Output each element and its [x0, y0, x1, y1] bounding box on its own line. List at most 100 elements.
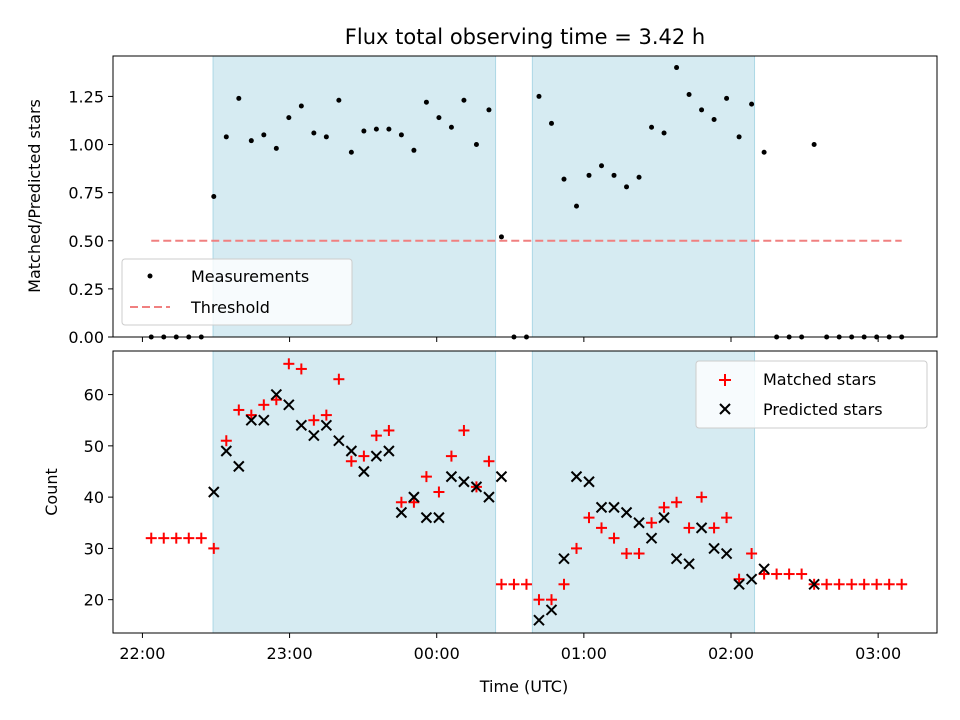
predicted-stars-point — [445, 470, 458, 483]
predicted-stars-point-b — [245, 414, 258, 426]
matched-stars-point — [846, 578, 858, 590]
matched-stars-point — [445, 450, 457, 462]
predicted-stars-point-b — [745, 573, 758, 585]
predicted-stars-point — [708, 542, 720, 555]
predicted-stars-point-b — [620, 506, 633, 519]
measurement-point — [574, 203, 579, 209]
top-y-tick-label: 0.75 — [68, 184, 104, 203]
matched-stars-point — [746, 548, 758, 560]
matched-stars-point — [395, 496, 407, 508]
measurement-point — [749, 101, 755, 107]
legend-matched-marker — [719, 374, 731, 386]
predicted-stars-point-b — [708, 542, 720, 555]
predicted-stars-point — [433, 511, 445, 524]
measurement-point — [761, 149, 767, 155]
matched-stars-point — [545, 594, 557, 606]
predicted-stars-point — [583, 476, 595, 488]
predicted-stars-point-b — [695, 522, 708, 534]
predicted-stars-point — [758, 563, 770, 575]
matched-stars-point — [308, 414, 320, 426]
measurement-point — [261, 132, 267, 138]
predicted-stars-point-b — [608, 501, 620, 514]
x-axis-label: Time (UTC) — [479, 677, 568, 696]
predicted-stars-point — [420, 511, 433, 524]
predicted-stars-point-b — [633, 517, 645, 529]
predicted-stars-point-b — [558, 552, 570, 565]
predicted-stars-point — [808, 578, 820, 590]
measurement-point — [286, 115, 292, 121]
predicted-stars-point — [495, 470, 508, 483]
matched-stars-point — [195, 532, 207, 544]
predicted-stars-point — [208, 486, 220, 498]
matched-stars-point — [295, 363, 307, 375]
measurement-point — [411, 147, 417, 153]
measurement-point — [674, 65, 680, 71]
measurement-point — [373, 126, 379, 132]
legend-measurements-label: Measurements — [191, 267, 309, 286]
matched-stars-point — [533, 594, 545, 606]
measurement-point — [736, 134, 742, 140]
predicted-stars-point — [295, 419, 308, 432]
matched-stars-point — [245, 409, 257, 421]
predicted-stars-point-b — [258, 414, 270, 426]
predicted-stars-point — [220, 445, 233, 457]
predicted-stars-point — [658, 511, 670, 524]
matched-stars-point — [633, 548, 645, 560]
predicted-stars-point — [283, 399, 295, 411]
measurement-point — [811, 142, 817, 148]
measurement-point — [498, 234, 504, 240]
bottom-x-tick-label: 01:00 — [561, 644, 607, 663]
matched-stars-point — [646, 517, 658, 529]
matched-stars-point — [208, 542, 220, 554]
matched-stars-point — [658, 501, 670, 513]
predicted-stars-point — [258, 414, 270, 426]
measurement-point — [448, 124, 454, 130]
predicted-stars-point-b — [358, 465, 370, 478]
measurement-point — [423, 99, 429, 105]
predicted-stars-point-b — [208, 486, 220, 498]
bottom-y-tick-label: 20 — [84, 591, 104, 610]
measurement-point — [561, 176, 567, 182]
bottom-x-tick-label: 22:00 — [119, 644, 165, 663]
matched-stars-point — [483, 455, 495, 467]
measurement-point — [398, 132, 404, 138]
predicted-stars-point-b — [758, 563, 770, 575]
matched-stars-point — [270, 394, 282, 406]
matched-stars-point — [258, 399, 270, 411]
measurement-point — [386, 126, 392, 132]
matched-stars-point — [333, 373, 345, 385]
predicted-stars-point — [570, 470, 583, 483]
top-y-tick-label: 1.00 — [68, 136, 104, 155]
matched-stars-point — [520, 578, 532, 590]
predicted-stars-point — [695, 522, 708, 534]
bottom-legend-box — [695, 360, 928, 429]
measurement-point — [486, 107, 492, 113]
chart-title: Flux total observing time = 3.42 h — [345, 25, 705, 49]
bottom-x-tick-label: 02:00 — [708, 644, 754, 663]
predicted-stars-point — [720, 547, 733, 560]
top-y-tick-label: 0.00 — [68, 328, 104, 347]
top-shaded-interval — [531, 55, 756, 338]
predicted-stars-point-b — [733, 578, 745, 590]
measurement-point — [473, 142, 479, 148]
matched-stars-point — [158, 532, 170, 544]
matched-stars-point — [621, 548, 633, 560]
measurement-point — [624, 184, 630, 190]
legend-predicted-label: Predicted stars — [763, 400, 883, 419]
measurement-point — [586, 172, 592, 178]
matched-stars-point — [796, 568, 808, 580]
matched-stars-point — [758, 568, 770, 580]
predicted-stars-point-b — [458, 476, 470, 488]
predicted-stars-point — [558, 552, 570, 565]
predicted-stars-point-b — [383, 445, 395, 457]
predicted-stars-point-b — [720, 547, 733, 560]
matched-stars-point — [170, 532, 182, 544]
matched-stars-point — [783, 568, 795, 580]
matched-stars-point — [508, 578, 520, 590]
predicted-stars-point-b — [595, 501, 608, 514]
predicted-stars-point-b — [583, 476, 595, 488]
predicted-stars-point-b — [570, 470, 583, 483]
matched-stars-point — [708, 522, 720, 534]
measurement-point — [223, 134, 229, 140]
matched-stars-point — [345, 455, 357, 467]
